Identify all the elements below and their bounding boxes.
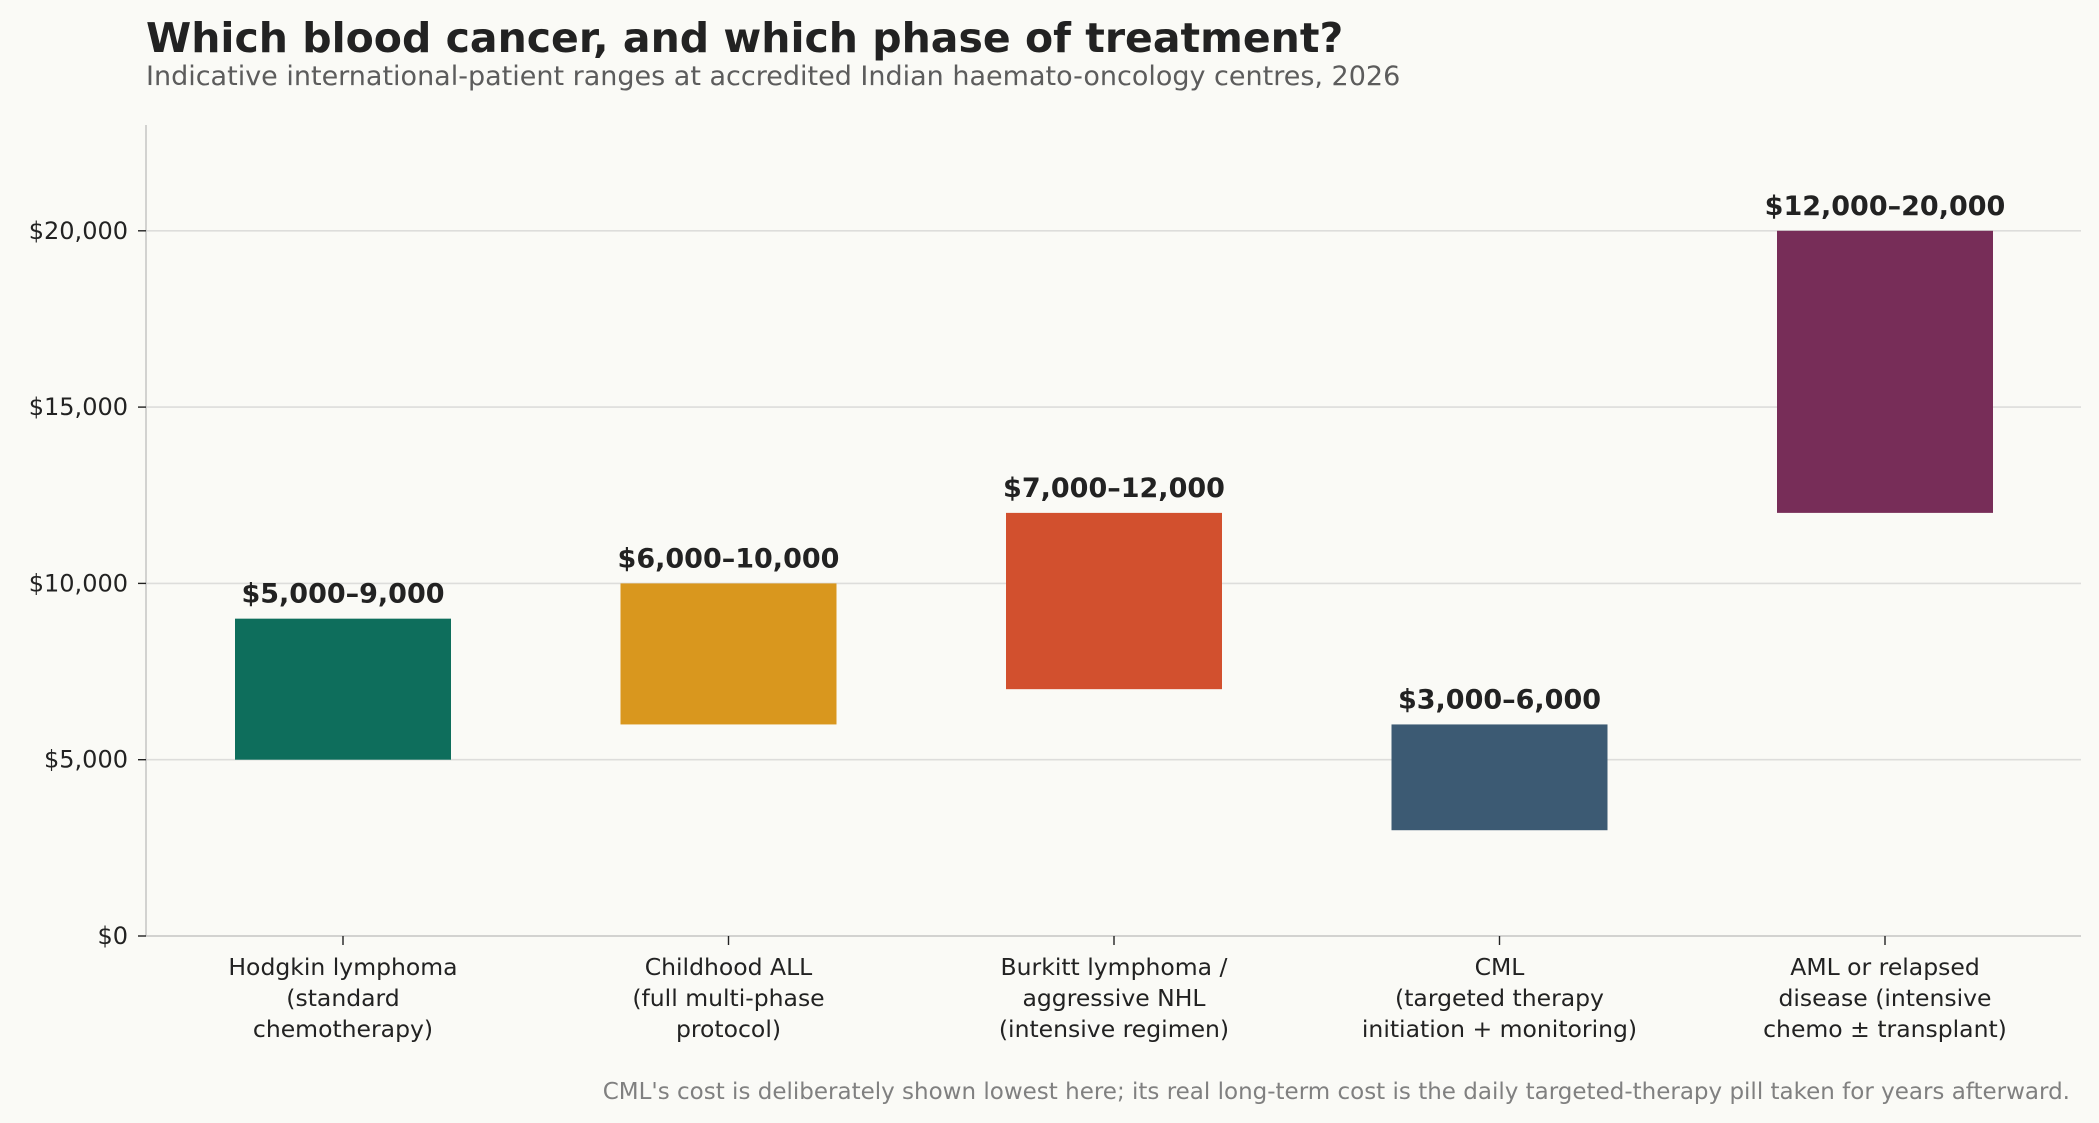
- x-tick-label: Childhood ALL: [645, 953, 813, 981]
- y-tick-label: $15,000: [29, 393, 128, 421]
- bars: [235, 230, 1993, 831]
- x-tick-label: (standard: [286, 984, 399, 1012]
- x-tick-label: aggressive NHL: [1022, 984, 1205, 1012]
- range-bar: [235, 618, 451, 760]
- data-label: $6,000–10,000: [618, 543, 840, 574]
- range-bar: [620, 583, 837, 725]
- y-tick-label: $10,000: [29, 569, 128, 597]
- x-tick-label: Hodgkin lymphoma: [228, 953, 457, 981]
- chart-subtitle: Indicative international-patient ranges …: [146, 61, 1400, 92]
- range-bar: [1006, 512, 1222, 690]
- x-tick-label: (targeted therapy: [1395, 984, 1604, 1012]
- data-label: $12,000–20,000: [1765, 191, 2006, 222]
- y-tick-label: $0: [97, 922, 128, 950]
- x-axis-ticks: Hodgkin lymphoma (standard chemotherapy) Ch…: [228, 936, 2007, 1043]
- x-tick-label: Burkitt lymphoma /: [1001, 953, 1228, 981]
- chart-title: Which blood cancer, and which phase of t…: [146, 14, 1343, 62]
- x-tick-label: (intensive regimen): [999, 1015, 1229, 1043]
- range-bar: [1391, 724, 1608, 831]
- x-tick-label: disease (intensive: [1778, 984, 1991, 1012]
- x-tick-label: protocol): [676, 1015, 781, 1043]
- y-tick-label: $20,000: [29, 217, 128, 245]
- x-tick-label: chemotherapy): [253, 1015, 433, 1043]
- data-label: $7,000–12,000: [1003, 473, 1225, 504]
- y-tick-label: $5,000: [44, 746, 128, 774]
- y-gridlines: [146, 230, 2081, 761]
- range-bar: [1777, 230, 1993, 513]
- x-tick-label: AML or relapsed: [1790, 953, 1980, 981]
- x-tick-label: CML: [1475, 953, 1525, 981]
- data-labels: $5,000–9,000 $6,000–10,000 $7,000–12,000 $3…: [241, 191, 2005, 716]
- data-label: $3,000–6,000: [1398, 684, 1601, 715]
- x-tick-label: chemo ± transplant): [1763, 1015, 2007, 1043]
- y-axis-ticks: $0 $5,000 $10,000 $15,000 $20,000: [29, 217, 146, 950]
- x-tick-label: (full multi-phase: [632, 984, 824, 1012]
- chart-footnote: CML's cost is deliberately shown lowest …: [603, 1079, 2070, 1105]
- x-tick-label: initiation + monitoring): [1362, 1015, 1637, 1043]
- data-label: $5,000–9,000: [241, 579, 444, 610]
